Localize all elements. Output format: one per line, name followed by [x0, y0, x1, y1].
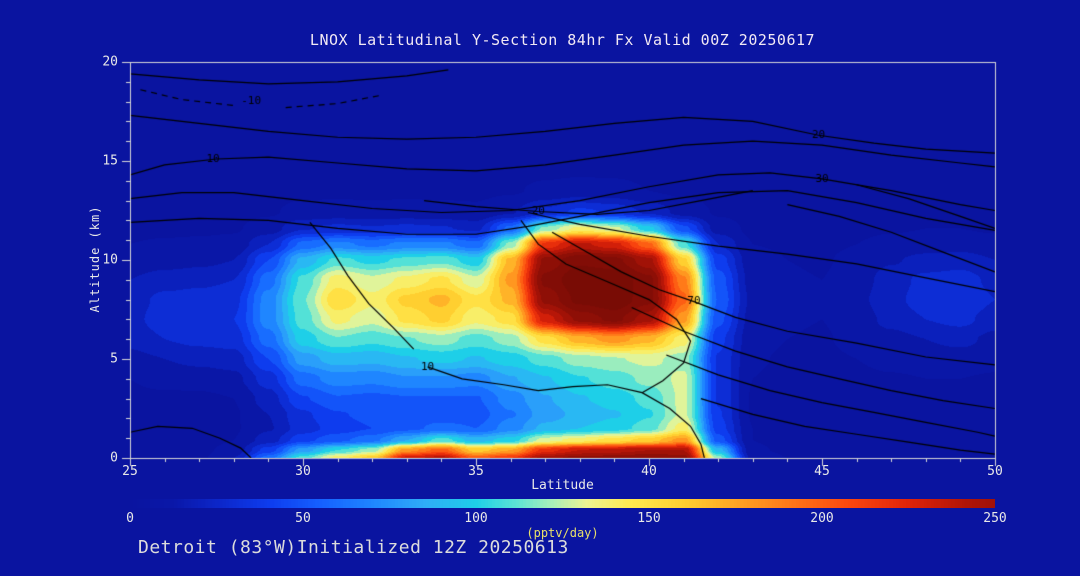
- x-tick-label: 30: [295, 464, 311, 479]
- y-tick-label: 15: [102, 153, 118, 169]
- colorbar-tick-label: 250: [983, 511, 1007, 526]
- x-tick-label: 40: [641, 464, 657, 479]
- colorbar-tick-label: 100: [464, 511, 488, 526]
- colorbar-tick-label: 200: [810, 511, 834, 526]
- x-tick-label: 25: [122, 464, 138, 479]
- y-axis-label: Altitude (km): [88, 205, 102, 313]
- y-tick-label: 10: [102, 252, 118, 268]
- colorbar-tick-label: 0: [126, 511, 134, 526]
- x-tick-label: 45: [814, 464, 830, 479]
- y-tick-label: 20: [102, 54, 118, 70]
- colorbar: [130, 499, 995, 508]
- y-tick-label: 0: [110, 450, 118, 466]
- caption-text: Detroit (83°W)Initialized 12Z 20250613: [138, 537, 569, 558]
- colorbar-tick-label: 150: [637, 511, 661, 526]
- colorbar-tick-label: 50: [295, 511, 311, 526]
- y-tick-label: 5: [110, 351, 118, 367]
- colorbar-units-label: (pptv/day): [526, 526, 599, 540]
- x-axis-label: Latitude: [531, 478, 594, 493]
- x-tick-label: 35: [468, 464, 484, 479]
- x-tick-label: 50: [987, 464, 1003, 479]
- filled-contour-canvas: [130, 62, 995, 458]
- plot-title: LNOX Latitudinal Y-Section 84hr Fx Valid…: [309, 31, 816, 49]
